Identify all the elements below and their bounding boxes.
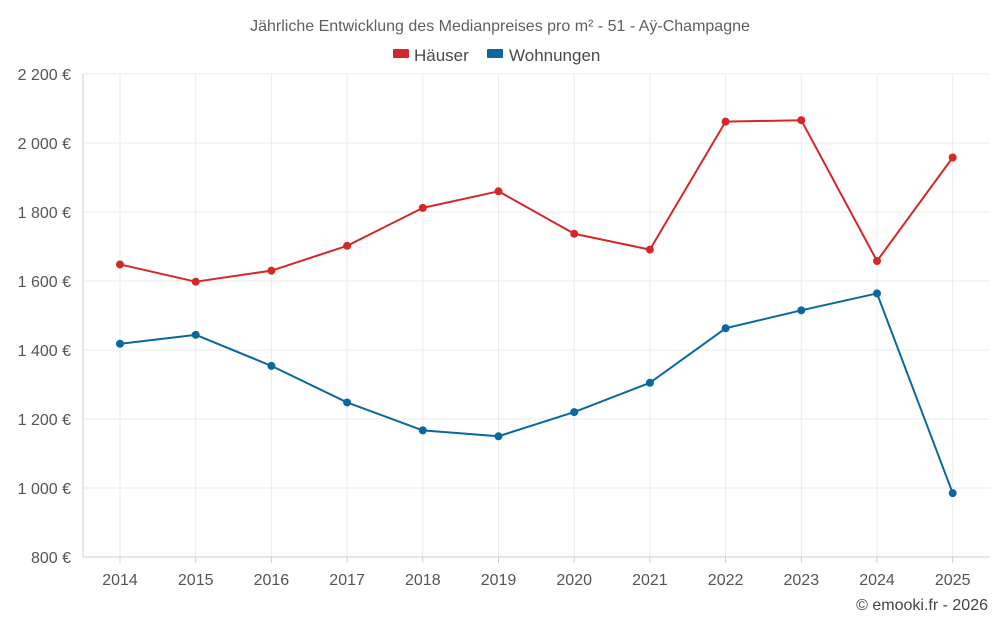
data-point-haeuser-2025[interactable] bbox=[948, 153, 957, 162]
data-point-haeuser-2021[interactable] bbox=[645, 245, 654, 254]
y-tick-label: 2 000 € bbox=[18, 136, 71, 153]
axes: 800 € 1 000 € 1 200 € 1 400 € 1 600 € 1 800 €… bbox=[18, 67, 990, 589]
grid bbox=[83, 73, 990, 557]
data-point-haeuser-2019[interactable] bbox=[494, 187, 503, 196]
data-point-haeuser-2016[interactable] bbox=[267, 266, 276, 275]
x-tick-label: 2018 bbox=[405, 572, 441, 589]
data-point-wohnungen-2016[interactable] bbox=[267, 361, 276, 370]
data-point-wohnungen-2025[interactable] bbox=[948, 489, 957, 498]
chart-legend: Häuser Wohnungen bbox=[393, 46, 600, 65]
legend-item-haeuser[interactable]: Häuser bbox=[393, 46, 469, 65]
legend-swatch-wohnungen bbox=[487, 49, 503, 58]
y-tick-label: 1 400 € bbox=[18, 343, 71, 360]
data-point-wohnungen-2018[interactable] bbox=[418, 426, 427, 435]
data-point-wohnungen-2019[interactable] bbox=[494, 432, 503, 441]
x-tick-label: 2016 bbox=[254, 572, 290, 589]
y-tick-label: 1 000 € bbox=[18, 481, 71, 498]
data-point-wohnungen-2021[interactable] bbox=[645, 378, 654, 387]
x-tick-label: 2015 bbox=[178, 572, 214, 589]
credit-text: © emooki.fr - 2026 bbox=[856, 597, 988, 614]
data-point-haeuser-2024[interactable] bbox=[873, 256, 881, 265]
data-point-haeuser-2018[interactable] bbox=[418, 203, 427, 212]
data-point-haeuser-2017[interactable] bbox=[343, 241, 352, 250]
data-point-haeuser-2014[interactable] bbox=[116, 260, 124, 269]
data-point-haeuser-2020[interactable] bbox=[570, 229, 579, 238]
legend-item-wohnungen[interactable]: Wohnungen bbox=[487, 46, 600, 65]
x-tick-label: 2022 bbox=[708, 572, 744, 589]
data-point-wohnungen-2020[interactable] bbox=[570, 408, 579, 417]
x-tick-label: 2020 bbox=[556, 572, 592, 589]
x-tick-label: 2014 bbox=[102, 572, 138, 589]
series bbox=[116, 116, 957, 498]
y-tick-label: 2 200 € bbox=[18, 67, 71, 84]
legend-label-wohnungen: Wohnungen bbox=[509, 46, 600, 65]
data-point-wohnungen-2024[interactable] bbox=[873, 289, 881, 298]
data-point-haeuser-2015[interactable] bbox=[191, 277, 200, 286]
x-tick-label: 2019 bbox=[481, 572, 517, 589]
data-point-haeuser-2022[interactable] bbox=[721, 117, 730, 126]
y-tick-label: 1 600 € bbox=[18, 274, 71, 291]
data-point-wohnungen-2014[interactable] bbox=[116, 339, 124, 348]
data-point-wohnungen-2017[interactable] bbox=[343, 398, 352, 407]
x-tick-label: 2017 bbox=[329, 572, 365, 589]
x-tick-label: 2023 bbox=[784, 572, 820, 589]
x-tick-label: 2021 bbox=[632, 572, 668, 589]
y-tick-label: 1 200 € bbox=[18, 412, 71, 429]
y-tick-label: 1 800 € bbox=[18, 205, 71, 222]
data-point-wohnungen-2022[interactable] bbox=[721, 324, 730, 333]
y-tick-label: 800 € bbox=[31, 550, 71, 567]
x-tick-label: 2024 bbox=[859, 572, 895, 589]
data-point-wohnungen-2015[interactable] bbox=[191, 330, 200, 339]
chart-title: Jährliche Entwicklung des Medianpreises … bbox=[250, 18, 750, 35]
series-line-haeuser bbox=[119, 119, 954, 283]
x-tick-label: 2025 bbox=[935, 572, 971, 589]
data-point-haeuser-2023[interactable] bbox=[797, 116, 806, 125]
data-point-wohnungen-2023[interactable] bbox=[797, 306, 806, 315]
series-line-wohnungen bbox=[119, 292, 954, 494]
legend-label-haeuser: Häuser bbox=[414, 46, 469, 65]
legend-swatch-haeuser bbox=[393, 49, 409, 58]
